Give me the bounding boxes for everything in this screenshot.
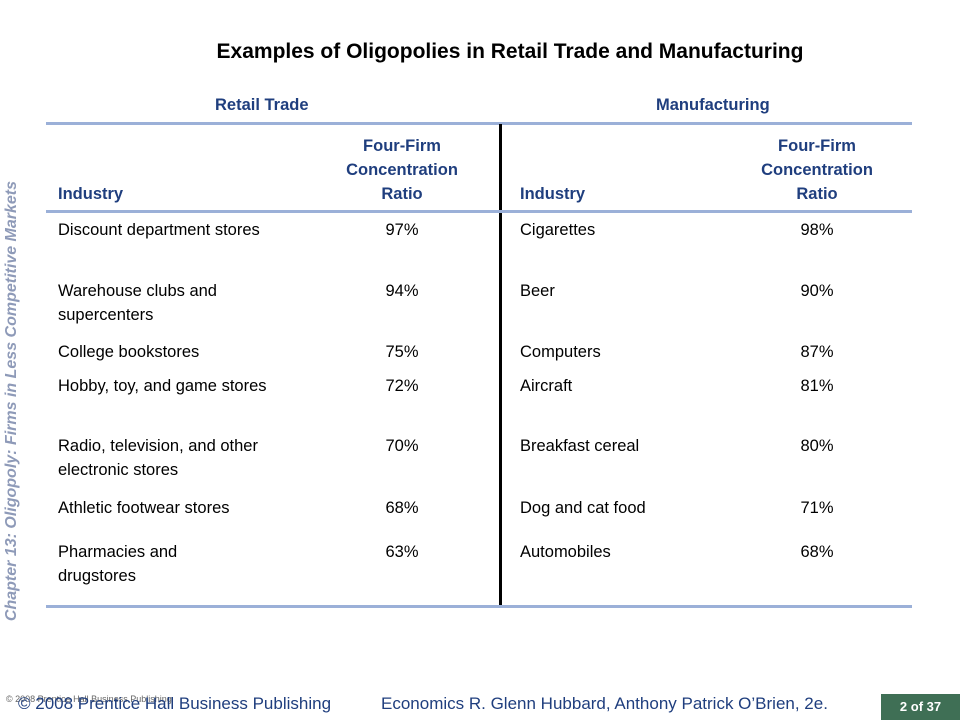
row5-retail-ratio: 70% bbox=[385, 437, 419, 455]
row3-mfg-industry: Computers bbox=[520, 343, 601, 361]
row4-retail-industry: Hobby, toy, and game stores bbox=[58, 377, 267, 395]
row4-mfg-industry: Aircraft bbox=[520, 377, 573, 395]
row5-mfg-ratio: 80% bbox=[800, 437, 834, 455]
row7-mfg-industry: Automobiles bbox=[520, 543, 611, 561]
header-retail-ratio-line3: Ratio bbox=[381, 185, 423, 203]
header-mfg-industry: Industry bbox=[520, 185, 586, 203]
row6-mfg-ratio: 71% bbox=[800, 499, 834, 517]
row1-retail-industry: Discount department stores bbox=[58, 221, 260, 239]
page-number-badge: 2 of 37 bbox=[881, 694, 960, 720]
header-retail-ratio-line2: Concentration bbox=[346, 161, 458, 179]
row3-retail-industry: College bookstores bbox=[58, 343, 200, 361]
row2-mfg-industry: Beer bbox=[520, 282, 555, 300]
table-top-rule bbox=[46, 122, 912, 125]
footer-book-credit: Economics R. Glenn Hubbard, Anthony Patr… bbox=[381, 694, 828, 713]
row7-retail-industry: Pharmacies and drugstores bbox=[58, 543, 178, 585]
row1-mfg-industry: Cigarettes bbox=[520, 221, 596, 239]
row3-retail-ratio: 75% bbox=[385, 343, 419, 361]
row2-retail-industry: Warehouse clubs and supercenters bbox=[58, 282, 217, 324]
row1-mfg-ratio: 98% bbox=[800, 221, 834, 239]
table-bottom-rule bbox=[46, 605, 912, 608]
header-mfg-ratio-line1: Four-Firm bbox=[778, 137, 856, 155]
header-bottom-rule bbox=[46, 210, 912, 213]
row7-mfg-ratio: 68% bbox=[800, 543, 834, 561]
row3-mfg-ratio: 87% bbox=[800, 343, 834, 361]
row5-retail-industry: Radio, television, and other electronic … bbox=[58, 437, 258, 479]
slide-title: Examples of Oligopolies in Retail Trade … bbox=[216, 40, 804, 63]
row6-retail-industry: Athletic footwear stores bbox=[58, 499, 230, 517]
row2-retail-ratio: 94% bbox=[385, 282, 419, 300]
row4-mfg-ratio: 81% bbox=[800, 377, 834, 395]
row7-retail-ratio: 63% bbox=[385, 543, 419, 561]
footer-copyright: © 2008 Prentice Hall Business Publishing bbox=[18, 694, 332, 713]
header-mfg-ratio: Four-Firm Concentration Ratio bbox=[737, 134, 897, 206]
header-retail-ratio-line1: Four-Firm bbox=[363, 137, 441, 155]
header-mfg-ratio-line2: Concentration bbox=[761, 161, 873, 179]
column-divider bbox=[499, 124, 502, 607]
chapter-side-label: Chapter 13: Oligopoly: Firms in Less Com… bbox=[3, 180, 20, 622]
row5-mfg-industry: Breakfast cereal bbox=[520, 437, 640, 455]
row6-mfg-industry: Dog and cat food bbox=[520, 499, 646, 517]
row6-retail-ratio: 68% bbox=[385, 499, 419, 517]
header-retail-industry: Industry bbox=[58, 185, 124, 203]
section-manufacturing: Manufacturing bbox=[656, 96, 770, 114]
row2-mfg-ratio: 90% bbox=[800, 282, 834, 300]
row4-retail-ratio: 72% bbox=[385, 377, 419, 395]
header-mfg-ratio-line3: Ratio bbox=[796, 185, 838, 203]
footer-copyright-small: © 2008 Prentice Hall Business Publishing bbox=[6, 694, 172, 704]
row1-retail-ratio: 97% bbox=[385, 221, 419, 239]
section-retail-trade: Retail Trade bbox=[215, 96, 309, 114]
header-retail-ratio: Four-Firm Concentration Ratio bbox=[322, 134, 482, 206]
